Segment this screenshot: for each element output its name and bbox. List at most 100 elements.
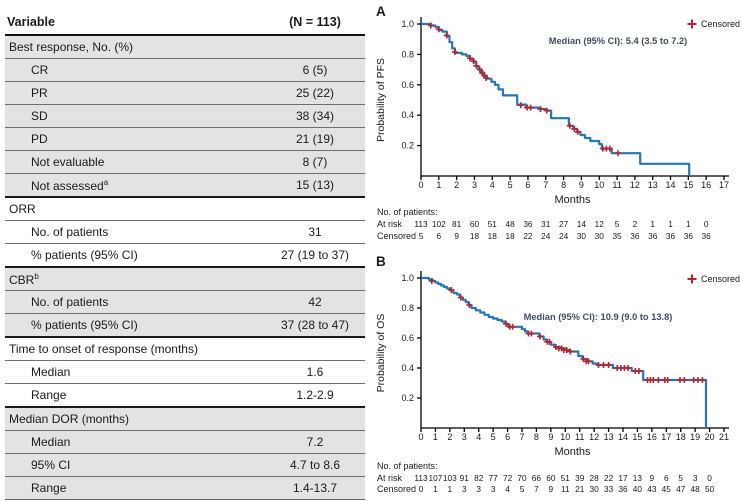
at-risk-value: 70	[517, 473, 527, 483]
row-value: 8 (7)	[302, 155, 328, 169]
panel-label: B	[376, 254, 386, 269]
at-risk-value: 51	[488, 219, 498, 229]
x-tick-label: 17	[661, 432, 671, 442]
table-row: No. of patients 42	[5, 290, 365, 313]
table-row: 95% CI 4.7 to 8.6	[5, 453, 365, 476]
at-risk-value: 66	[532, 473, 542, 483]
censored-value: 45	[662, 484, 672, 494]
at-risk-value: 51	[561, 473, 571, 483]
row-label: PD	[31, 132, 48, 146]
patients-label: No. of patients:	[377, 461, 438, 471]
row-value: 25 (22)	[295, 86, 335, 100]
table-row: Best response, No. (%)	[5, 36, 365, 58]
x-tick-label: 3	[472, 180, 477, 190]
row-value: 6 (5)	[302, 63, 328, 77]
censored-row-label: Censored	[377, 484, 416, 494]
row-label: PR	[31, 86, 48, 100]
censored-value: 43	[647, 484, 657, 494]
x-axis-title: Months	[554, 446, 591, 458]
x-tick-label: 19	[690, 432, 700, 442]
censored-value: 18	[488, 231, 498, 241]
censored-value: 9	[454, 231, 459, 241]
row-label: 95% CI	[31, 458, 71, 472]
at-risk-value: 22	[604, 473, 614, 483]
x-tick-label: 7	[519, 432, 524, 442]
x-tick-label: 10	[560, 432, 570, 442]
table-row: ORR	[5, 196, 365, 220]
at-risk-value: 107	[429, 473, 443, 483]
table-row: Not evaluable 8 (7)	[5, 150, 365, 173]
y-tick-label: 0.2	[401, 141, 414, 151]
censored-value: 36	[684, 231, 694, 241]
patients-label: No. of patients:	[377, 207, 438, 217]
row-value: 42	[308, 295, 322, 309]
row-value: 15 (13)	[295, 178, 335, 192]
table-body: Best response, No. (%) CR 6 (5) PR 25 (22) SD…	[5, 36, 365, 500]
x-tick-label: 2	[454, 180, 459, 190]
censored-value: 30	[595, 231, 605, 241]
at-risk-value: 60	[470, 219, 480, 229]
at-risk-value: 36	[523, 219, 533, 229]
axis-lines	[420, 271, 729, 429]
censored-value: 36	[618, 484, 628, 494]
at-risk-value: 2	[633, 219, 638, 229]
at-risk-value: 5	[678, 473, 683, 483]
row-label: Median	[31, 365, 71, 379]
table-row: Time to onset of response (months)	[5, 336, 365, 360]
censored-value: 36	[630, 231, 640, 241]
censored-plus-icon	[687, 274, 697, 284]
at-risk-value: 5	[615, 219, 620, 229]
table-row: SD 38 (34)	[5, 104, 365, 127]
censored-value: 40	[633, 484, 643, 494]
x-tick-label: 15	[632, 432, 642, 442]
row-label: Time to onset of response (months)	[9, 342, 198, 356]
at-risk-value: 77	[489, 473, 499, 483]
at-risk-value: 103	[443, 473, 457, 483]
y-tick-label: 0.6	[401, 333, 414, 343]
km-charts: A Probability of PFS 0.2 0.4 0.6 0.8 1.0 0 1 2 3 4 5…	[371, 0, 743, 501]
y-tick-label: 0.8	[401, 303, 414, 313]
row-label: No. of patients	[31, 225, 109, 239]
censored-value: 50	[705, 484, 715, 494]
table-row: CR 6 (5)	[5, 58, 365, 81]
x-tick-label: 7	[543, 180, 548, 190]
y-axis-title: Probability of OS	[375, 314, 387, 393]
censored-value: 6	[437, 231, 442, 241]
y-tick-label: 0.8	[401, 49, 414, 59]
censored-value: 5	[520, 484, 525, 494]
row-label: CR	[31, 63, 49, 77]
x-tick-label: 16	[647, 432, 657, 442]
x-tick-label: 15	[683, 180, 693, 190]
row-value: 1.2-2.9	[296, 388, 334, 402]
results-table: Variable (N = 113) Best response, No. (%…	[0, 0, 371, 501]
x-tick-label: 1	[433, 432, 438, 442]
x-axis-title: Months	[554, 194, 591, 206]
row-value: 4.7 to 8.6	[289, 458, 341, 472]
legend: Censored	[687, 19, 740, 29]
x-tick-label: 4	[490, 180, 495, 190]
table-row: Median 1.6	[5, 360, 365, 383]
table-row: Median DOR (months)	[5, 406, 365, 430]
axes	[417, 271, 729, 432]
censored-value: 3	[476, 484, 481, 494]
at-risk-value: 91	[460, 473, 470, 483]
row-label: Best response, No. (%)	[9, 40, 134, 54]
median-annotation: Median (95% CI): 10.9 (9.0 to 13.8)	[524, 312, 673, 322]
x-tick-label: 20	[705, 432, 715, 442]
row-value: 37 (28 to 47)	[280, 318, 350, 332]
x-tick-label: 2	[447, 432, 452, 442]
x-tick-label: 14	[666, 180, 676, 190]
table-row: Not assesseda 15 (13)	[5, 173, 365, 196]
censored-value: 18	[506, 231, 516, 241]
at-risk-value: 1	[650, 219, 655, 229]
row-label: % patients (95% CI)	[31, 318, 138, 332]
table-row: PD 21 (19)	[5, 127, 365, 150]
at-risk-value: 9	[650, 473, 655, 483]
x-tick-label: 0	[418, 180, 423, 190]
censor-marks	[428, 278, 706, 383]
censored-value: 36	[666, 231, 676, 241]
table-row: PR 25 (22)	[5, 81, 365, 104]
at-risk-value: 1	[686, 219, 691, 229]
x-tick-label: 13	[648, 180, 658, 190]
censored-value: 30	[577, 231, 587, 241]
